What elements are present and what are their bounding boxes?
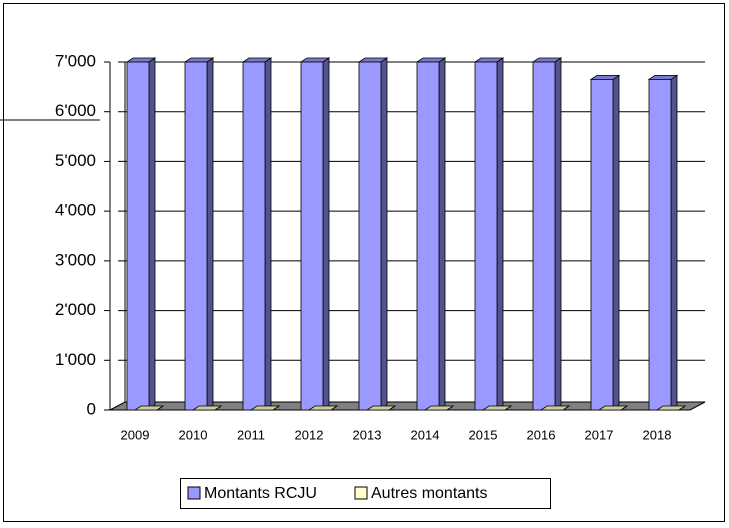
bar-side [322, 57, 330, 411]
x-tick-label: 2014 [411, 427, 440, 442]
bar-side [438, 57, 446, 411]
bar-side [380, 57, 388, 411]
bar-top [307, 405, 339, 411]
bar-top [481, 405, 513, 411]
bar-top [597, 405, 629, 411]
bar-side [206, 57, 214, 411]
bar-top [191, 405, 223, 411]
bar-top [539, 405, 571, 411]
y-tick-label: 7'000 [55, 51, 96, 70]
bar-side [264, 57, 272, 411]
bar [242, 61, 266, 411]
x-tick-label: 2012 [295, 427, 324, 442]
bar [416, 61, 440, 411]
x-tick-label: 2011 [237, 427, 265, 442]
legend-swatch [187, 486, 201, 500]
bar-top [249, 405, 281, 411]
bar [358, 61, 382, 411]
bar-side [670, 74, 678, 411]
legend-swatch [354, 486, 368, 500]
bar [126, 61, 150, 411]
x-tick-label: 2013 [353, 427, 382, 442]
bar-top [133, 405, 165, 411]
y-tick-label: 0 [87, 399, 96, 418]
bar [590, 79, 614, 411]
x-tick-label: 2015 [469, 427, 498, 442]
y-tick-label: 2'000 [55, 300, 96, 319]
bar [648, 79, 672, 411]
bar-side [612, 74, 620, 411]
x-tick-label: 2016 [527, 427, 556, 442]
bar-top [423, 405, 455, 411]
bar-side [148, 57, 156, 411]
bar-side [554, 57, 562, 411]
x-tick-label: 2009 [121, 427, 150, 442]
bar-top [655, 405, 687, 411]
x-tick-label: 2017 [585, 427, 614, 442]
y-tick-label: 5'000 [55, 151, 96, 170]
bar [532, 61, 556, 411]
x-tick-label: 2018 [643, 427, 672, 442]
y-tick-label: 3'000 [55, 250, 96, 269]
y-tick-label: 6'000 [55, 101, 96, 120]
x-tick-label: 2010 [179, 427, 208, 442]
bar-top [365, 405, 397, 411]
bar [184, 61, 208, 411]
bar [300, 61, 324, 411]
legend-label: Autres montants [371, 485, 488, 502]
y-tick-label: 1'000 [55, 350, 96, 369]
bar [474, 61, 498, 411]
legend-label: Montants RCJU [204, 485, 317, 502]
bar-side [496, 57, 504, 411]
y-tick-label: 4'000 [55, 201, 96, 220]
